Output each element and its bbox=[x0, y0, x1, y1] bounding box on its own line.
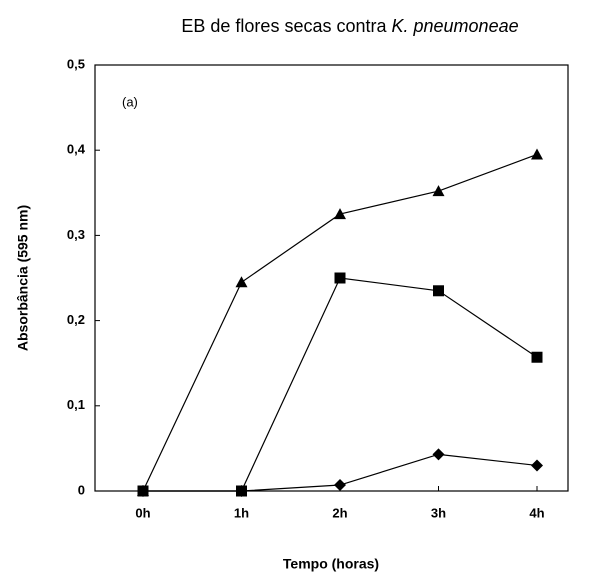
x-tick-label: 3h bbox=[431, 505, 446, 520]
diamond-marker bbox=[235, 485, 248, 497]
y-tick-label: 0 bbox=[78, 482, 85, 497]
annotation: (a) bbox=[122, 94, 138, 109]
diamond-marker bbox=[531, 459, 543, 472]
triangle-marker bbox=[334, 208, 346, 220]
chart-title: EB de flores secas contra K. pneumoneae bbox=[181, 16, 518, 36]
diamond-marker bbox=[334, 479, 346, 492]
y-tick-label: 0,2 bbox=[67, 312, 85, 327]
x-tick-label: 1h bbox=[234, 505, 249, 520]
diamond-marker bbox=[432, 448, 445, 461]
y-tick-label: 0,3 bbox=[67, 227, 85, 242]
y-tick-label: 0,4 bbox=[67, 142, 86, 157]
series-line bbox=[142, 153, 538, 492]
y-tick-label: 0,1 bbox=[67, 397, 85, 412]
triangle-marker bbox=[235, 276, 248, 288]
x-tick-label: 2h bbox=[332, 505, 347, 520]
plot-frame bbox=[94, 64, 569, 492]
square-marker bbox=[334, 272, 346, 284]
square-marker bbox=[433, 285, 444, 297]
x-tick-label: 0h bbox=[135, 505, 150, 520]
x-tick-label: 4h bbox=[529, 505, 544, 520]
x-axis-title: Tempo (horas) bbox=[283, 556, 379, 572]
diamond-marker bbox=[137, 485, 149, 497]
title-organism: K. pneumoneae bbox=[392, 16, 519, 36]
y-axis-title: Absorbância (595 nm) bbox=[15, 205, 31, 351]
triangle-marker bbox=[531, 148, 543, 160]
square-marker bbox=[531, 351, 543, 363]
triangle-marker bbox=[432, 185, 445, 197]
title-text: EB de flores secas contra bbox=[181, 16, 387, 36]
y-tick-label: 0,5 bbox=[67, 56, 85, 71]
